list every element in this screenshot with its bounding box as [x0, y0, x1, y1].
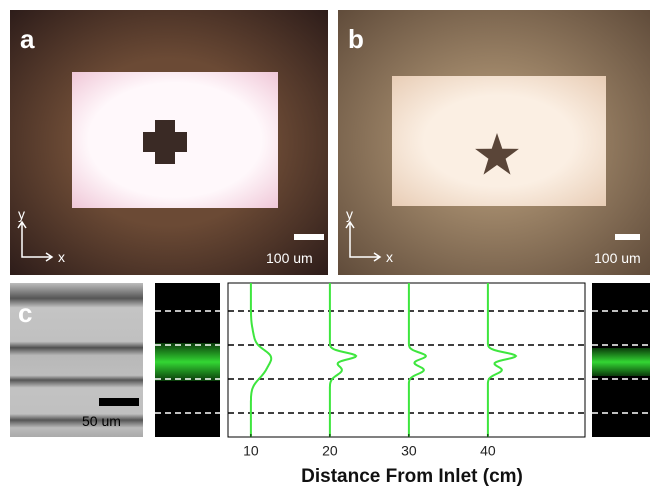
scale-bar	[294, 234, 324, 240]
x-tick-label: 40	[480, 443, 496, 459]
fluorescence-band	[592, 348, 650, 376]
axis-x: x	[386, 249, 393, 265]
panel-b: b y x 100 um	[338, 10, 650, 275]
scale-bar-label: 100 um	[594, 250, 641, 266]
scale-bar	[615, 234, 640, 240]
scale-bar-label: 50 um	[82, 413, 121, 429]
axis-y: y	[346, 206, 353, 222]
figure: a y x 100 um b y x 100 um c 50 um Distan…	[0, 0, 655, 491]
axis-x: x	[58, 249, 65, 265]
panel-a: a y x 100 um	[10, 10, 328, 275]
panel-label: a	[20, 24, 35, 54]
panel-label: c	[18, 298, 32, 328]
plot-area	[228, 283, 585, 437]
x-axis-title: Distance From Inlet (cm)	[301, 466, 523, 487]
x-tick-label: 30	[401, 443, 417, 459]
scale-bar	[99, 398, 139, 406]
x-tick-label: 20	[322, 443, 338, 459]
axis-y: y	[18, 206, 25, 222]
x-tick-label: 10	[243, 443, 259, 459]
panel-label: b	[348, 24, 364, 54]
scale-bar-label: 100 um	[266, 250, 313, 266]
fluorescence-band	[155, 343, 220, 381]
